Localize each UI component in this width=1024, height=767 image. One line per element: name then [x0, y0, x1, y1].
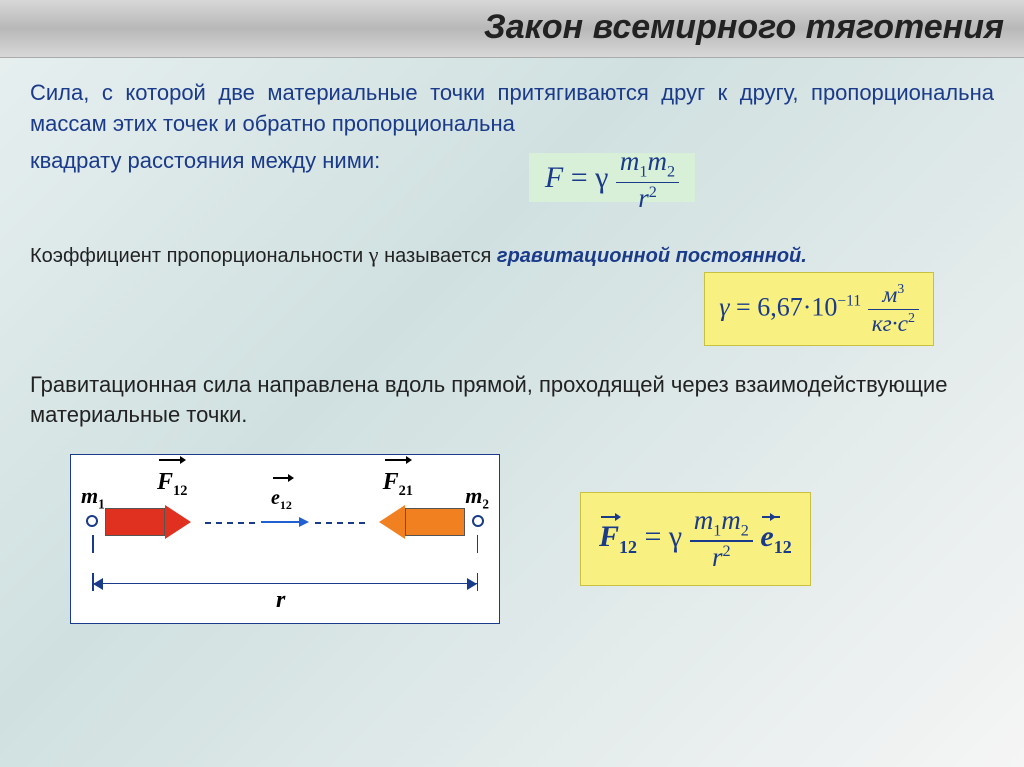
dim-tick-right-2 [477, 573, 479, 591]
m2-label: m2 [465, 483, 489, 512]
formula-gamma: γ = 6,67·10−11 м3кг·c2 [704, 272, 934, 347]
force-diagram: m1 m2 F12 F21 e12 [70, 454, 500, 624]
mass-point-2 [472, 515, 484, 527]
mass-point-1 [86, 515, 98, 527]
definition-text-2: квадрату расстояния между ними: [30, 146, 994, 177]
e12-label: e12 [271, 487, 292, 513]
coefficient-line: Коэффициент пропорциональности γ называе… [30, 242, 994, 268]
e12-arrow [261, 521, 301, 523]
definition-text-1: Сила, с которой две материальные точки п… [30, 78, 994, 140]
definition-row: Сила, с которой две материальные точки п… [30, 78, 994, 182]
formula-main: F = γ m1m2r2 [529, 153, 695, 202]
dash-left [205, 522, 255, 524]
formula-vector: F12 = γ m1m2r2 e12 [580, 492, 811, 586]
direction-text: Гравитационная сила направлена вдоль пря… [30, 370, 994, 429]
slide-title: Закон всемирного тяготения [0, 8, 1004, 47]
gamma-formula-row: γ = 6,67·10−11 м3кг·c2 [30, 272, 994, 347]
slide-content: Сила, с которой две материальные точки п… [0, 58, 1024, 644]
dim-tick-right [477, 535, 479, 553]
f12-label: F12 [157, 469, 187, 500]
slide-header: Закон всемирного тяготения [0, 0, 1024, 58]
bottom-row: m1 m2 F12 F21 e12 [30, 454, 994, 624]
m1-label: m1 [81, 483, 105, 512]
dash-right [315, 522, 365, 524]
dim-tick-left [92, 535, 94, 553]
dim-tick-left-2 [92, 573, 94, 591]
dim-line [93, 583, 477, 585]
r-label: r [276, 587, 285, 614]
f21-label: F21 [383, 469, 413, 500]
